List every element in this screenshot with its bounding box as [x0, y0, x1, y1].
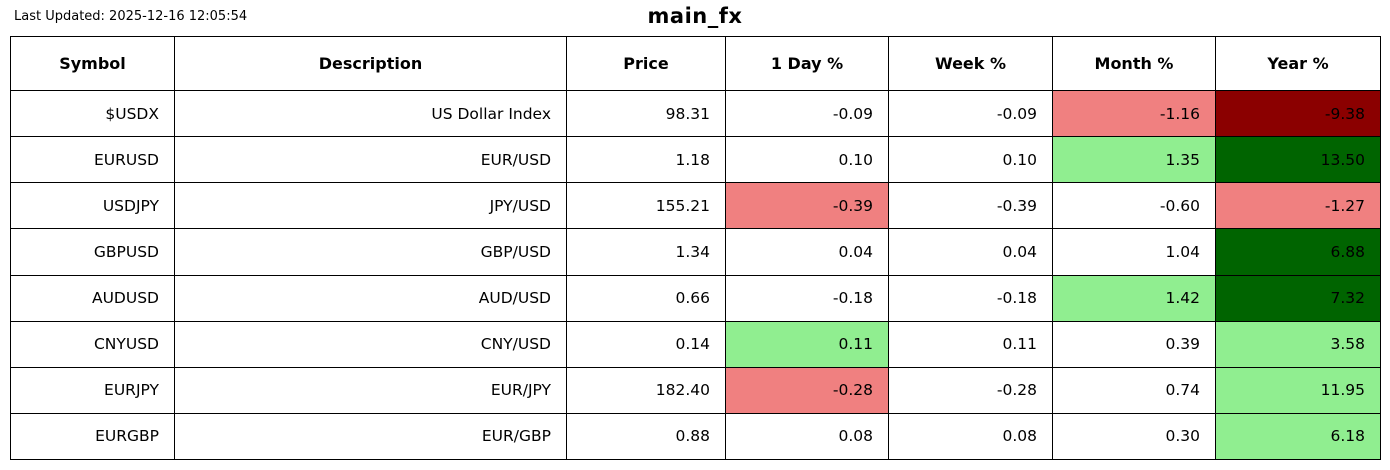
column-header-price: Price [566, 36, 726, 91]
cell-week-pct: -0.28 [888, 366, 1053, 414]
cell-symbol: GBPUSD [10, 228, 175, 276]
fx-table-container: Symbol Description Price 1 Day % Week % … [10, 36, 1381, 461]
cell-symbol: EURJPY [10, 366, 175, 414]
cell-symbol: USDJPY [10, 182, 175, 230]
cell-year-pct: 7.32 [1215, 274, 1381, 322]
table-row: $USDX US Dollar Index 98.31 -0.09 -0.09 -1.16… [10, 89, 1381, 138]
cell-year-pct: -9.38 [1215, 89, 1381, 138]
fx-table-body: $USDX US Dollar Index 98.31 -0.09 -0.09 -1.16… [10, 89, 1381, 461]
cell-description: EUR/JPY [174, 366, 567, 414]
cell-year-pct: 6.18 [1215, 412, 1381, 461]
cell-month-pct: 0.39 [1052, 320, 1216, 368]
table-row: EURJPY EUR/JPY 182.40 -0.28 -0.28 0.74 11.95 [10, 366, 1381, 414]
column-header-description: Description [174, 36, 567, 91]
cell-description: US Dollar Index [174, 89, 567, 138]
cell-price: 182.40 [566, 366, 726, 414]
column-header-symbol: Symbol [10, 36, 175, 91]
cell-symbol: EURGBP [10, 412, 175, 461]
column-header-month-pct: Month % [1052, 36, 1216, 91]
cell-month-pct: 1.42 [1052, 274, 1216, 322]
cell-year-pct: 13.50 [1215, 136, 1381, 184]
cell-year-pct: 11.95 [1215, 366, 1381, 414]
column-header-week-pct: Week % [888, 36, 1053, 91]
cell-description: AUD/USD [174, 274, 567, 322]
fx-table-header: Symbol Description Price 1 Day % Week % … [10, 36, 1381, 91]
table-row: GBPUSD GBP/USD 1.34 0.04 0.04 1.04 6.88 [10, 228, 1381, 276]
cell-day-pct: 0.04 [725, 228, 889, 276]
cell-description: EUR/USD [174, 136, 567, 184]
cell-price: 0.14 [566, 320, 726, 368]
cell-month-pct: 1.04 [1052, 228, 1216, 276]
table-row: USDJPY JPY/USD 155.21 -0.39 -0.39 -0.60 -1.27 [10, 182, 1381, 230]
cell-month-pct: -0.60 [1052, 182, 1216, 230]
cell-price: 0.88 [566, 412, 726, 461]
cell-month-pct: -1.16 [1052, 89, 1216, 138]
cell-day-pct: 0.11 [725, 320, 889, 368]
cell-week-pct: 0.11 [888, 320, 1053, 368]
cell-month-pct: 1.35 [1052, 136, 1216, 184]
cell-month-pct: 0.30 [1052, 412, 1216, 461]
table-row: CNYUSD CNY/USD 0.14 0.11 0.11 0.39 3.58 [10, 320, 1381, 368]
top-bar: Last Updated: 2025-12-16 12:05:54 main_f… [0, 0, 1390, 36]
cell-price: 1.18 [566, 136, 726, 184]
cell-day-pct: -0.09 [725, 89, 889, 138]
cell-day-pct: -0.18 [725, 274, 889, 322]
header-row: Symbol Description Price 1 Day % Week % … [10, 36, 1381, 91]
cell-symbol: EURUSD [10, 136, 175, 184]
cell-description: JPY/USD [174, 182, 567, 230]
cell-description: GBP/USD [174, 228, 567, 276]
cell-price: 155.21 [566, 182, 726, 230]
column-header-year-pct: Year % [1215, 36, 1381, 91]
fx-table: Symbol Description Price 1 Day % Week % … [10, 36, 1381, 461]
cell-price: 0.66 [566, 274, 726, 322]
table-row: EURUSD EUR/USD 1.18 0.10 0.10 1.35 13.50 [10, 136, 1381, 184]
cell-day-pct: -0.39 [725, 182, 889, 230]
page-title: main_fx [647, 4, 743, 28]
cell-description: EUR/GBP [174, 412, 567, 461]
cell-day-pct: 0.08 [725, 412, 889, 461]
cell-week-pct: 0.08 [888, 412, 1053, 461]
cell-symbol: CNYUSD [10, 320, 175, 368]
cell-year-pct: 3.58 [1215, 320, 1381, 368]
cell-week-pct: 0.04 [888, 228, 1053, 276]
cell-price: 98.31 [566, 89, 726, 138]
cell-day-pct: -0.28 [725, 366, 889, 414]
cell-week-pct: -0.18 [888, 274, 1053, 322]
cell-week-pct: -0.09 [888, 89, 1053, 138]
cell-month-pct: 0.74 [1052, 366, 1216, 414]
cell-description: CNY/USD [174, 320, 567, 368]
cell-year-pct: 6.88 [1215, 228, 1381, 276]
cell-week-pct: 0.10 [888, 136, 1053, 184]
last-updated-label: Last Updated: 2025-12-16 12:05:54 [14, 9, 248, 24]
cell-price: 1.34 [566, 228, 726, 276]
table-row: AUDUSD AUD/USD 0.66 -0.18 -0.18 1.42 7.32 [10, 274, 1381, 322]
column-header-day-pct: 1 Day % [725, 36, 889, 91]
table-row: EURGBP EUR/GBP 0.88 0.08 0.08 0.30 6.18 [10, 412, 1381, 461]
cell-year-pct: -1.27 [1215, 182, 1381, 230]
cell-symbol: AUDUSD [10, 274, 175, 322]
cell-symbol: $USDX [10, 89, 175, 138]
cell-week-pct: -0.39 [888, 182, 1053, 230]
cell-day-pct: 0.10 [725, 136, 889, 184]
